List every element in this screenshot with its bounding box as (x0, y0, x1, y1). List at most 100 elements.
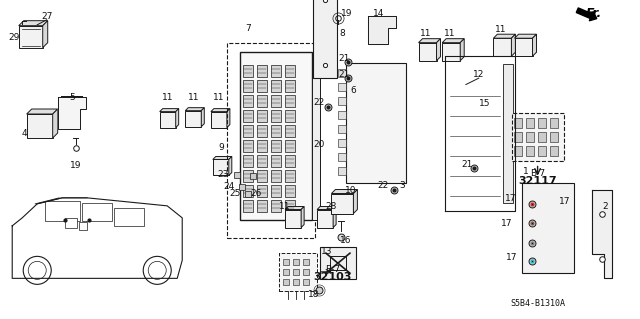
Text: 3: 3 (399, 181, 404, 190)
Polygon shape (368, 16, 396, 44)
Bar (243, 109, 253, 122)
Text: 15: 15 (479, 99, 491, 108)
Bar (243, 200, 253, 211)
Text: 21: 21 (339, 70, 350, 78)
Bar (285, 125, 296, 137)
Polygon shape (460, 39, 464, 61)
Bar (550, 117, 557, 128)
Bar (257, 200, 268, 211)
Bar (292, 259, 299, 265)
Bar (330, 256, 346, 270)
Bar (514, 117, 522, 128)
Bar (339, 167, 346, 175)
Bar (514, 145, 522, 156)
Text: 11: 11 (279, 202, 291, 211)
Text: 4: 4 (22, 129, 27, 138)
Bar (313, 0, 337, 78)
Bar (285, 79, 296, 92)
Text: 22: 22 (313, 98, 324, 107)
Circle shape (148, 261, 166, 279)
Bar (271, 125, 282, 137)
Bar (493, 38, 511, 56)
Bar (45, 201, 80, 221)
Bar (271, 94, 282, 107)
Polygon shape (227, 109, 230, 128)
Bar (303, 269, 308, 275)
FancyArrowPatch shape (535, 166, 540, 174)
Text: 19: 19 (70, 161, 81, 170)
FancyArrowPatch shape (321, 270, 331, 274)
Bar (538, 131, 545, 142)
Bar (538, 117, 545, 128)
Bar (271, 109, 282, 122)
Bar (285, 210, 301, 227)
Text: 9: 9 (218, 143, 223, 152)
Bar (442, 43, 460, 61)
Bar (303, 279, 308, 285)
Text: 17: 17 (506, 253, 518, 262)
Text: 6: 6 (351, 86, 356, 95)
Bar (285, 170, 296, 182)
Bar (257, 170, 268, 182)
Text: 10: 10 (345, 186, 356, 195)
Polygon shape (186, 108, 204, 111)
Polygon shape (27, 109, 58, 114)
Bar (339, 97, 346, 105)
Bar (339, 125, 346, 133)
Polygon shape (317, 206, 336, 210)
Bar (285, 155, 296, 167)
Bar (271, 185, 282, 197)
Bar (303, 259, 308, 265)
Text: 25: 25 (230, 189, 241, 198)
Text: 14: 14 (373, 9, 385, 18)
Bar (525, 145, 534, 156)
Bar (285, 94, 296, 107)
Bar (82, 203, 112, 221)
Bar (257, 109, 268, 122)
Circle shape (143, 256, 172, 284)
Bar (243, 94, 253, 107)
Bar (257, 155, 268, 167)
Bar (339, 153, 346, 161)
Text: 21: 21 (339, 54, 350, 63)
Bar (514, 131, 522, 142)
Text: 11: 11 (162, 93, 173, 102)
Polygon shape (419, 39, 440, 43)
Text: 17: 17 (505, 194, 516, 203)
Polygon shape (442, 39, 464, 43)
Bar (243, 155, 253, 167)
Text: 16: 16 (340, 236, 351, 245)
Text: 26: 26 (250, 189, 262, 198)
Bar (243, 185, 253, 197)
Bar (339, 69, 346, 77)
Bar (285, 64, 296, 77)
Polygon shape (12, 198, 182, 278)
Bar (271, 140, 282, 152)
Text: Fr.: Fr. (586, 7, 602, 20)
Bar (186, 111, 201, 127)
Text: 8: 8 (340, 29, 345, 38)
Polygon shape (43, 21, 48, 48)
Circle shape (28, 261, 46, 279)
Bar (79, 222, 87, 230)
Polygon shape (593, 190, 612, 278)
Bar (511, 113, 564, 160)
Bar (339, 139, 346, 147)
Polygon shape (229, 157, 232, 175)
Polygon shape (19, 21, 48, 26)
Polygon shape (332, 189, 357, 194)
Bar (312, 52, 321, 219)
Bar (285, 200, 296, 211)
Bar (257, 140, 268, 152)
Bar (160, 112, 175, 128)
Text: 20: 20 (313, 140, 324, 149)
Bar (271, 64, 282, 77)
Bar (257, 64, 268, 77)
Bar (283, 279, 289, 285)
Text: S5B4-B1310A: S5B4-B1310A (510, 299, 565, 308)
Text: 7: 7 (245, 24, 250, 33)
Text: 11: 11 (444, 29, 455, 38)
Polygon shape (515, 34, 536, 38)
Bar (525, 131, 534, 142)
Bar (550, 131, 557, 142)
